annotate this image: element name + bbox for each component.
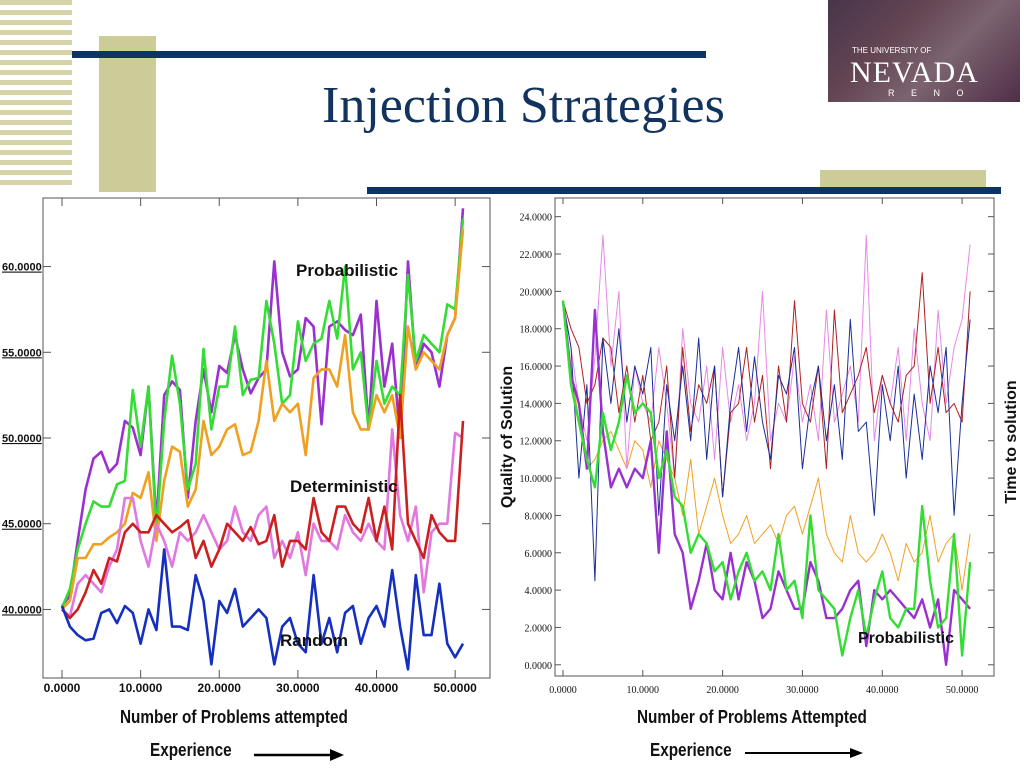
right-line-chart: 0.0000 2.0000 4.0000 6.0000 8.0000 10.0000 12.… — [499, 197, 1020, 696]
left-x-tick-label: 20.0000 — [198, 681, 242, 695]
right-y-tick-label: 4.0000 — [525, 586, 553, 597]
left-plot-frame — [42, 197, 491, 679]
right-series-line-2 — [562, 300, 971, 591]
left-series-line-2 — [61, 228, 465, 611]
right-y-tick-label: 2.0000 — [525, 623, 553, 634]
left-line-chart: 40.0000 45.0000 50.0000 55.0000 60.0000 0.000… — [2, 197, 491, 695]
university-logo: THE UNIVERSITY OF NEVADA R E N O — [828, 0, 1020, 102]
left-x-tick-label: 50.0000 — [433, 681, 477, 695]
right-x-tick-label: 0.0000 — [549, 685, 577, 696]
right-y-tick-label: 20.0000 — [520, 287, 553, 298]
logo-photo — [828, 0, 1020, 102]
right-series-line-0 — [561, 300, 972, 666]
right-annotation-probabilistic: Probabilistic — [858, 630, 954, 647]
left-experience-label: Experience — [150, 740, 232, 760]
right-x-tick-label: 50.0000 — [946, 685, 979, 696]
left-x-tick-label: 0.0000 — [44, 681, 81, 695]
left-experience-arrow-icon — [254, 749, 344, 761]
left-y-tick-label: 60.0000 — [2, 262, 42, 274]
decorative-tan-block-right — [820, 170, 986, 190]
decorative-navy-line-top — [72, 51, 706, 58]
slide-title: Injection Strategies — [322, 77, 725, 134]
left-y-tick-label: 45.0000 — [2, 519, 42, 531]
left-annotation-probabilistic: Probabilistic — [296, 261, 398, 280]
right-y-axis-title: Quality of Solution — [499, 366, 516, 508]
right-x-tick-label: 20.0000 — [706, 685, 739, 696]
right-x-tick-label: 40.0000 — [866, 685, 899, 696]
decorative-navy-line-bottom — [367, 187, 1001, 194]
left-series-line-5 — [60, 548, 465, 671]
logo-city: R E N O — [888, 88, 971, 98]
logo-name: NEVADA — [850, 56, 979, 89]
right-plot-frame — [554, 197, 995, 677]
right-y2-axis-title: Time to solution — [1003, 380, 1020, 503]
left-series-line-4 — [61, 393, 465, 620]
decorative-tan-block-left — [99, 36, 156, 192]
right-y-tick-label: 6.0000 — [525, 549, 553, 560]
left-x-axis-title: Number of Problems attempted — [120, 707, 348, 727]
left-y-tick-label: 55.0000 — [2, 347, 42, 359]
right-x-tick-label: 10.0000 — [627, 685, 660, 696]
right-y-tick-label: 24.0000 — [520, 213, 553, 224]
left-y-tick-label: 50.0000 — [2, 433, 42, 445]
right-y-tick-label: 10.0000 — [520, 474, 553, 485]
right-y-tick-label: 18.0000 — [520, 325, 553, 336]
right-y-tick-label: 0.0000 — [525, 661, 553, 672]
left-x-tick-label: 40.0000 — [355, 681, 399, 695]
right-experience-label: Experience — [650, 740, 732, 760]
left-series-line-1 — [60, 218, 465, 609]
right-x-axis-title: Number of Problems Attempted — [637, 707, 867, 727]
left-x-tick-label: 30.0000 — [276, 681, 320, 695]
right-y-tick-label: 12.0000 — [520, 437, 553, 448]
decorative-stripes — [0, 0, 72, 190]
right-experience-arrow-icon — [745, 748, 863, 758]
right-series-line-3 — [562, 234, 971, 479]
right-y-tick-label: 14.0000 — [520, 399, 553, 410]
right-series-line-1 — [561, 300, 972, 657]
left-annotation-deterministic: Deterministic — [290, 477, 398, 496]
left-y-tick-label: 40.0000 — [2, 604, 42, 616]
right-y-tick-label: 16.0000 — [520, 362, 553, 373]
logo-university-line: THE UNIVERSITY OF — [852, 46, 932, 55]
left-annotation-random: Random — [280, 631, 348, 650]
right-y-tick-label: 8.0000 — [525, 511, 553, 522]
right-y-tick-label: 22.0000 — [520, 250, 553, 261]
left-x-tick-label: 10.0000 — [119, 681, 163, 695]
right-x-tick-label: 30.0000 — [786, 685, 819, 696]
